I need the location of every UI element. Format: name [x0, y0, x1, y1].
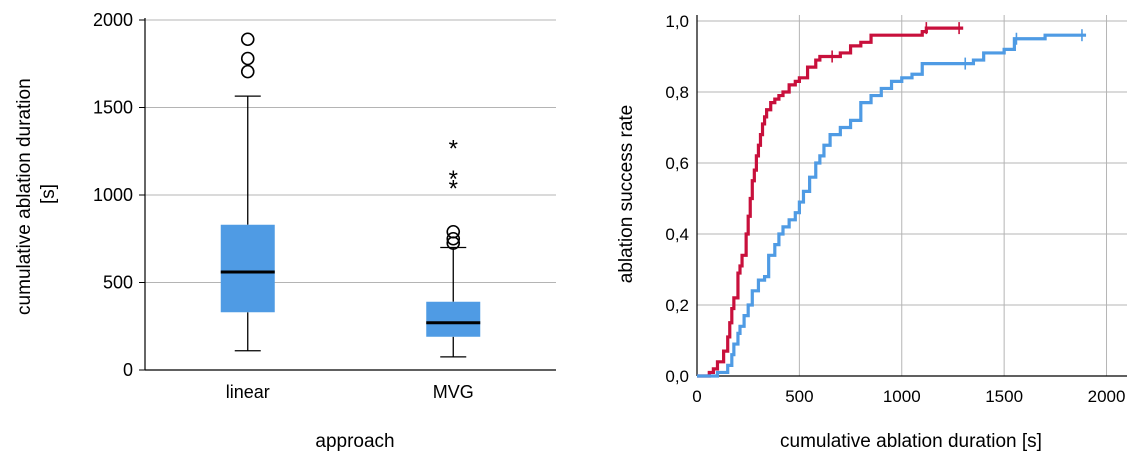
survival-curve-panel: 0,0 0,2 0,4 0,6 0,8 1,0 0 500 1000 1500 2000 abla… [616, 12, 1127, 452]
survival-x-tick-label: 500 [785, 387, 813, 406]
survival-x-tick-label: 1000 [883, 387, 921, 406]
boxplot-x-axis-label: approach [315, 431, 394, 452]
boxplot-y-tick-label: 0 [123, 360, 133, 380]
survival-step-line-0 [697, 26, 964, 378]
boxplot-y-ticks: 0 500 1000 1500 2000 [93, 10, 145, 380]
box-outlier-circle [240, 32, 255, 47]
survival-gridlines [697, 15, 1127, 376]
boxplot-x-tick-label: MVG [433, 382, 474, 402]
survival-x-tick-labels: 0 500 1000 1500 2000 [692, 387, 1125, 406]
boxplot-gridlines [145, 19, 556, 283]
box-linear [220, 32, 275, 352]
survival-y-tick-label: 0,2 [665, 296, 689, 315]
survival-y-tick-label: 0,6 [665, 154, 689, 173]
survival-y-axis-label: ablation success rate [616, 105, 637, 284]
survival-step-line-1 [697, 33, 1087, 378]
box-iqr [426, 301, 481, 337]
boxplot-y-axis-label-line1: cumulative ablation duration [14, 78, 35, 315]
boxplot-y-tick-label: 500 [103, 273, 133, 293]
boxplot-y-tick-label: 1000 [93, 185, 133, 205]
survival-x-axis-label: cumulative ablation duration [s] [780, 431, 1042, 452]
survival-y-tick-labels: 0,0 0,2 0,4 0,6 0,8 1,0 [665, 12, 689, 386]
boxplot-marks: *** [220, 32, 481, 358]
survival-x-tick-label: 2000 [1088, 387, 1126, 406]
boxplot-y-axis-label: cumulative ablation duration [s] [14, 73, 59, 315]
boxplot-y-tick-label: 1500 [93, 98, 133, 118]
survival-y-tick-label: 0,4 [665, 225, 689, 244]
box-outlier-circle [240, 51, 255, 66]
survival-y-tick-label: 1,0 [665, 12, 689, 31]
survival-y-tick-label: 0,0 [665, 367, 689, 386]
boxplot-x-tick-label: linear [226, 382, 270, 402]
survival-x-tick-label: 0 [692, 387, 701, 406]
boxplot-x-tick-labels: linear MVG [226, 382, 474, 402]
box-MVG: *** [426, 135, 481, 358]
box-outlier-circle [446, 224, 461, 239]
survival-y-tick-label: 0,8 [665, 83, 689, 102]
box-outlier-circle [446, 231, 461, 246]
box-outlier-circle [240, 64, 255, 79]
boxplot-y-axis-label-line2: [s] [38, 184, 59, 204]
boxplot-y-tick-label: 2000 [93, 10, 133, 30]
box-iqr [220, 224, 275, 313]
box-extreme-star: * [449, 166, 458, 193]
box-extreme-star: * [449, 176, 458, 203]
survival-series [697, 22, 1087, 378]
box-extreme-star: * [449, 135, 458, 162]
survival-x-tick-label: 1500 [985, 387, 1023, 406]
